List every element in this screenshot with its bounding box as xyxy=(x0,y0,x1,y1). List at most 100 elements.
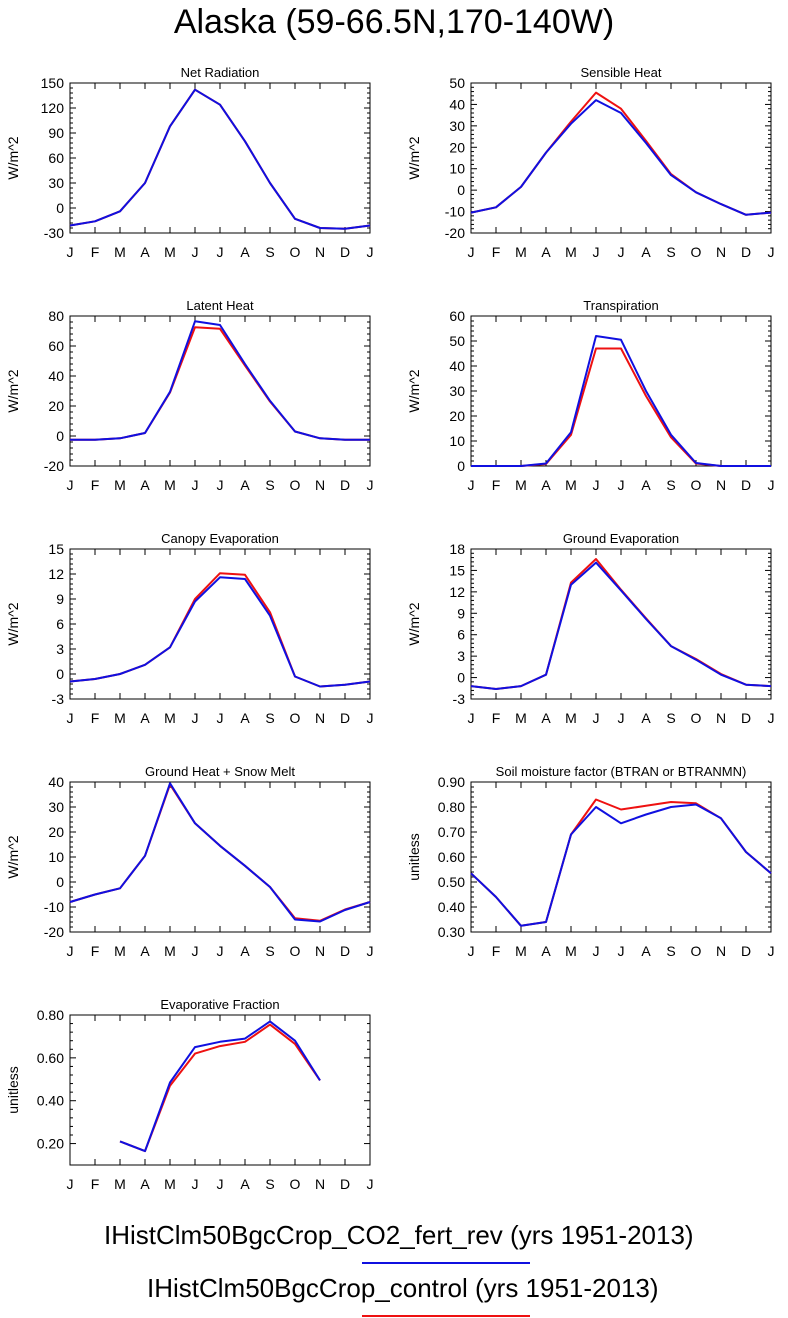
x-tick-label: S xyxy=(265,943,274,959)
y-tick-label: -20 xyxy=(445,225,465,241)
y-tick-label: -3 xyxy=(52,691,65,707)
x-tick-label: N xyxy=(315,943,325,959)
x-tick-label: A xyxy=(240,244,250,260)
x-tick-label: N xyxy=(315,244,325,260)
y-tick-label: -10 xyxy=(445,204,465,220)
x-tick-label: J xyxy=(192,1176,199,1192)
x-tick-label: J xyxy=(367,943,374,959)
series-line xyxy=(69,88,371,230)
x-tick-label: J xyxy=(192,710,199,726)
x-tick-label: J xyxy=(217,244,224,260)
y-tick-label: 6 xyxy=(457,627,465,643)
x-tick-label: D xyxy=(741,244,751,260)
x-tick-label: M xyxy=(164,477,176,493)
x-tick-label: J xyxy=(768,943,775,959)
plot-frame xyxy=(69,1014,371,1166)
y-axis-label: W/m^2 xyxy=(406,369,422,412)
y-tick-label: 0 xyxy=(56,428,64,444)
x-tick-label: S xyxy=(265,710,274,726)
y-tick-label: 0.30 xyxy=(438,924,465,940)
x-tick-label: F xyxy=(91,244,100,260)
x-tick-label: D xyxy=(340,477,350,493)
y-tick-label: 150 xyxy=(41,75,65,91)
x-tick-label: D xyxy=(741,943,751,959)
chart-title: Sensible Heat xyxy=(581,65,662,80)
x-tick-label: J xyxy=(67,1176,74,1192)
chart-title: Transpiration xyxy=(583,298,658,313)
y-tick-label: 30 xyxy=(449,118,465,134)
y-axis-label: W/m^2 xyxy=(406,136,422,179)
y-tick-label: 0 xyxy=(56,200,64,216)
plot-frame xyxy=(69,315,371,467)
y-tick-label: 15 xyxy=(48,541,64,557)
x-tick-label: D xyxy=(340,1176,350,1192)
chart-panel: Soil moisture factor (BTRAN or BTRANMN) 0… xyxy=(406,764,775,959)
x-tick-label: N xyxy=(716,943,726,959)
x-tick-label: A xyxy=(641,943,651,959)
x-tick-label: S xyxy=(666,710,675,726)
series-line xyxy=(69,576,371,688)
x-tick-label: J xyxy=(593,710,600,726)
chart-title: Canopy Evaporation xyxy=(161,531,279,546)
x-tick-label: J xyxy=(768,244,775,260)
x-tick-label: M xyxy=(515,710,527,726)
x-tick-label: J xyxy=(217,1176,224,1192)
chart-title: Ground Heat + Snow Melt xyxy=(145,764,295,779)
y-tick-label: 0.40 xyxy=(438,899,465,915)
y-tick-label: 6 xyxy=(56,616,64,632)
x-tick-label: O xyxy=(691,943,702,959)
x-tick-label: A xyxy=(240,477,250,493)
y-tick-label: 0.60 xyxy=(37,1050,64,1066)
y-tick-label: 60 xyxy=(48,150,64,166)
x-tick-label: N xyxy=(716,710,726,726)
x-tick-label: J xyxy=(67,244,74,260)
y-tick-label: 80 xyxy=(48,308,64,324)
y-tick-label: 0.40 xyxy=(37,1093,64,1109)
x-tick-label: F xyxy=(492,244,501,260)
x-tick-label: S xyxy=(265,1176,274,1192)
chart-title: Ground Evaporation xyxy=(563,531,679,546)
series-line xyxy=(70,326,370,441)
x-tick-label: J xyxy=(618,244,625,260)
x-tick-label: O xyxy=(691,710,702,726)
y-tick-label: 60 xyxy=(449,308,465,324)
series-line xyxy=(470,91,772,216)
y-tick-label: 0 xyxy=(56,874,64,890)
plot-frame xyxy=(69,781,371,933)
plot-frame xyxy=(470,315,772,467)
x-tick-label: D xyxy=(340,710,350,726)
x-tick-label: M xyxy=(515,244,527,260)
plot-frame xyxy=(470,781,772,933)
series-line xyxy=(70,320,370,441)
x-tick-label: J xyxy=(468,477,475,493)
x-tick-label: A xyxy=(240,1176,250,1192)
x-tick-label: J xyxy=(367,244,374,260)
x-tick-label: M xyxy=(114,244,126,260)
y-tick-label: 30 xyxy=(449,383,465,399)
x-tick-label: N xyxy=(315,477,325,493)
y-axis-label: W/m^2 xyxy=(5,602,21,645)
y-tick-label: 90 xyxy=(48,125,64,141)
x-tick-label: N xyxy=(315,1176,325,1192)
y-tick-label: 15 xyxy=(449,562,465,578)
x-tick-label: J xyxy=(593,943,600,959)
chart-panel: Evaporative Fraction 0.20 0.40 0.60 0.80 unit… xyxy=(5,997,374,1192)
x-tick-label: O xyxy=(290,943,301,959)
x-tick-label: A xyxy=(140,710,150,726)
x-tick-label: D xyxy=(741,710,751,726)
y-tick-label: 10 xyxy=(449,433,465,449)
y-tick-label: 0.90 xyxy=(438,774,465,790)
x-tick-label: D xyxy=(340,244,350,260)
series-line xyxy=(69,782,371,923)
x-tick-label: A xyxy=(641,477,651,493)
x-tick-label: M xyxy=(565,244,577,260)
series-line xyxy=(470,561,772,690)
series-line xyxy=(470,798,772,927)
x-tick-label: F xyxy=(492,710,501,726)
y-axis-label: unitless xyxy=(406,833,422,880)
x-tick-label: J xyxy=(367,477,374,493)
x-tick-label: O xyxy=(290,1176,301,1192)
x-tick-label: F xyxy=(91,710,100,726)
y-tick-label: 40 xyxy=(449,358,465,374)
